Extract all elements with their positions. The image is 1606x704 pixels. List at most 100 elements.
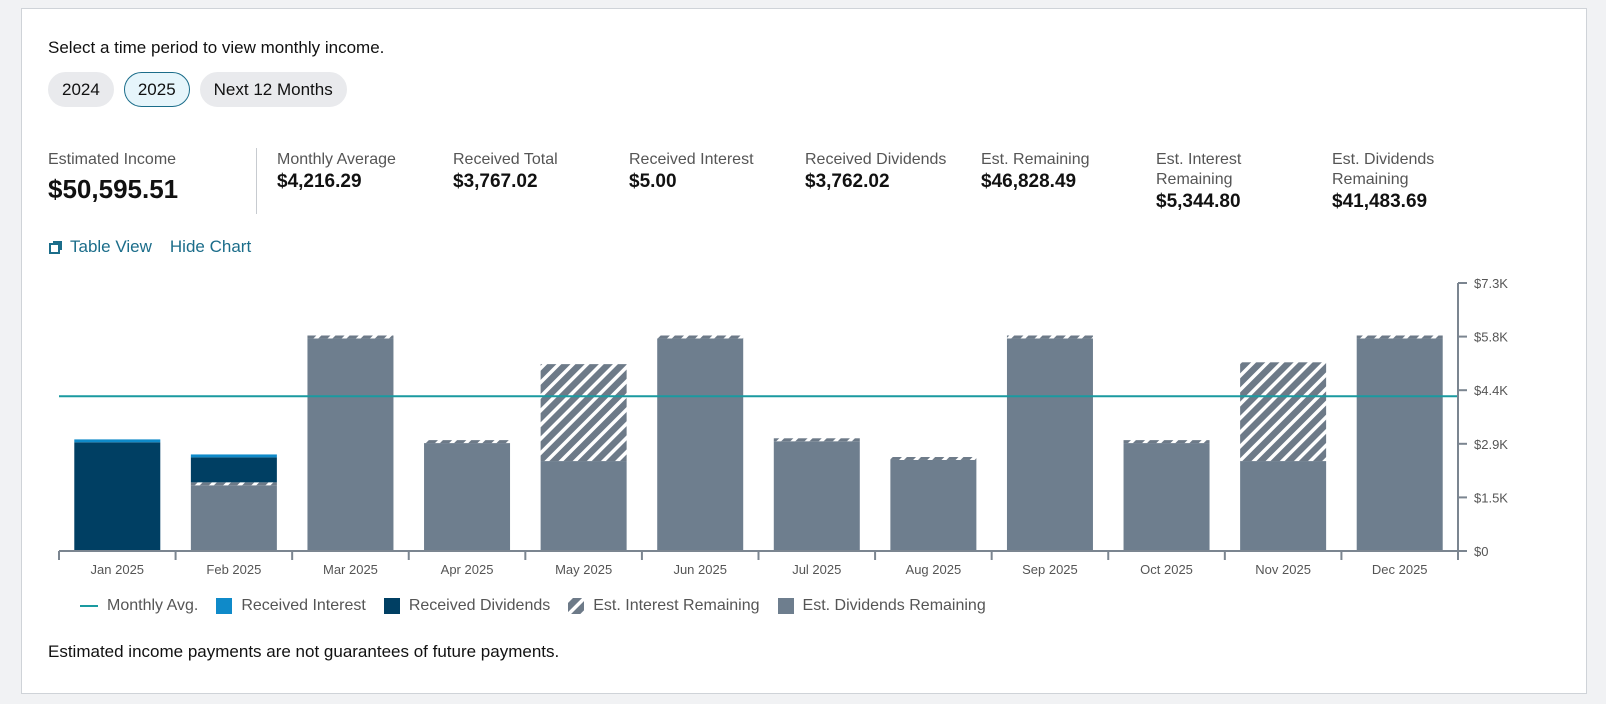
stat-label: Monthly Average: [277, 151, 396, 168]
bar-est-dividends-remaining[interactable]: [1123, 443, 1210, 551]
bar-received-interest[interactable]: [190, 454, 277, 458]
stat-monthly-average: Monthly Average $4,216.29: [277, 150, 396, 193]
stat-est-dividends-remaining: Est. Dividends Remaining $41,483.69: [1332, 150, 1434, 213]
stat-label: Est. Remaining: [981, 151, 1090, 168]
stat-value: $46,828.49: [981, 171, 1077, 192]
period-2025-button[interactable]: 2025: [123, 72, 190, 107]
x-tick-label: Jan 2025: [91, 562, 145, 577]
bars-group: [59, 335, 1458, 551]
stat-label: Received Total: [453, 151, 558, 168]
legend-label: Received Interest: [241, 597, 366, 614]
y-tick-label: $0: [1474, 544, 1488, 559]
stat-received-dividends: Received Dividends $3,762.02: [805, 150, 946, 193]
stat-label-line2: Remaining: [1156, 171, 1233, 188]
bar-est-dividends-remaining[interactable]: [773, 441, 860, 551]
period-prompt: Select a time period to view monthly inc…: [48, 38, 385, 57]
bar-est-dividends-remaining[interactable]: [1240, 461, 1327, 551]
bar-est-dividends-remaining[interactable]: [657, 338, 744, 551]
monthly-income-chart: Jan 2025 Feb 2025 Mar 2025 Apr 2025 May 2025…: [58, 276, 1508, 577]
stat-estimated-income: Estimated Income $50,595.51: [48, 150, 178, 205]
bar-est-interest-remaining[interactable]: [1240, 362, 1327, 462]
bar-est-interest-remaining[interactable]: [890, 457, 977, 460]
bar-est-dividends-remaining[interactable]: [540, 461, 627, 551]
bar-received-dividends[interactable]: [74, 442, 161, 551]
x-tick-label: Dec 2025: [1372, 562, 1428, 577]
x-tick-label: Oct 2025: [1140, 562, 1193, 577]
legend-label: Est. Interest Remaining: [593, 597, 760, 614]
hide-chart-link[interactable]: Hide Chart: [169, 237, 252, 256]
bar-est-dividends-remaining[interactable]: [1356, 338, 1443, 551]
stat-value: $3,767.02: [453, 171, 538, 192]
bar-est-interest-remaining[interactable]: [190, 482, 277, 486]
legend-est-interest-remaining: Est. Interest Remaining: [568, 597, 760, 615]
table-view-icon: [49, 241, 62, 254]
period-next-12-months-button[interactable]: Next 12 Months: [199, 72, 347, 107]
est-interest-remaining-swatch: [568, 598, 585, 614]
x-tick-label: Feb 2025: [206, 562, 261, 577]
legend-monthly-avg: Monthly Avg.: [80, 597, 198, 615]
bar-received-interest[interactable]: [74, 439, 161, 443]
stat-label-line1: Est. Dividends: [1332, 151, 1435, 168]
bar-est-interest-remaining[interactable]: [540, 364, 627, 462]
bar-est-dividends-remaining[interactable]: [890, 459, 977, 551]
legend-label: Monthly Avg.: [107, 597, 199, 614]
stat-label: Estimated Income: [48, 151, 177, 168]
stat-value: $5,344.80: [1156, 191, 1241, 212]
x-tick-label: Sep 2025: [1022, 562, 1078, 577]
stat-received-total: Received Total $3,767.02: [453, 150, 558, 193]
stat-label-line1: Est. Interest: [1156, 151, 1242, 168]
stat-value: $3,762.02: [805, 171, 890, 192]
x-tick-label: Jun 2025: [673, 562, 727, 577]
monthly-avg-swatch: [80, 605, 98, 607]
x-tick-label: Apr 2025: [441, 562, 494, 577]
period-selector: 2024 2025 Next 12 Months: [48, 72, 347, 107]
bar-est-dividends-remaining[interactable]: [190, 485, 277, 551]
stat-est-interest-remaining: Est. Interest Remaining $5,344.80: [1156, 150, 1241, 213]
bar-est-interest-remaining[interactable]: [1356, 335, 1443, 339]
income-card: [21, 8, 1587, 694]
footnote: Estimated income payments are not guaran…: [48, 642, 560, 661]
legend-label: Received Dividends: [408, 597, 551, 614]
bar-est-interest-remaining[interactable]: [424, 440, 511, 444]
stats-divider: [256, 148, 257, 214]
period-2024-button[interactable]: 2024: [48, 72, 114, 107]
bar-est-interest-remaining[interactable]: [773, 438, 860, 442]
legend-est-dividends-remaining: Est. Dividends Remaining: [777, 597, 986, 615]
bar-est-dividends-remaining[interactable]: [307, 338, 394, 551]
bar-est-interest-remaining[interactable]: [307, 335, 394, 339]
legend-received-interest: Received Interest: [216, 597, 366, 615]
chart-legend: Monthly Avg. Received Interest Received …: [80, 597, 1004, 615]
bar-est-interest-remaining[interactable]: [1123, 440, 1210, 444]
x-tick-label: Aug 2025: [906, 562, 962, 577]
stat-value: $41,483.69: [1332, 191, 1428, 212]
x-tick-label: May 2025: [555, 562, 612, 577]
stat-est-remaining: Est. Remaining $46,828.49: [981, 150, 1090, 193]
received-interest-swatch: [216, 598, 233, 614]
stat-label: Received Dividends: [805, 151, 947, 168]
stat-received-interest: Received Interest $5.00: [629, 150, 754, 193]
stat-value: $50,595.51: [48, 174, 179, 204]
y-tick-label: $1.5K: [1474, 490, 1508, 505]
x-tick-label: Jul 2025: [792, 562, 841, 577]
bar-est-dividends-remaining[interactable]: [1006, 338, 1093, 551]
legend-received-dividends: Received Dividends: [383, 597, 551, 615]
chart-links: Table View Hide Chart: [48, 237, 251, 257]
bar-received-dividends[interactable]: [190, 457, 277, 483]
bar-est-interest-remaining[interactable]: [657, 335, 744, 339]
x-tick-label: Mar 2025: [323, 562, 378, 577]
stat-value: $5.00: [629, 171, 677, 192]
bar-est-dividends-remaining[interactable]: [424, 443, 511, 551]
est-dividends-remaining-swatch: [777, 598, 794, 614]
table-view-link[interactable]: Table View: [70, 237, 152, 256]
stat-label-line2: Remaining: [1332, 171, 1409, 188]
bar-est-interest-remaining[interactable]: [1006, 335, 1093, 339]
x-tick-label: Nov 2025: [1255, 562, 1311, 577]
y-tick-label: $5.8K: [1474, 330, 1508, 345]
y-tick-label: $2.9K: [1474, 437, 1508, 452]
legend-label: Est. Dividends Remaining: [802, 597, 986, 614]
stat-value: $4,216.29: [277, 171, 362, 192]
axes-group: Jan 2025 Feb 2025 Mar 2025 Apr 2025 May 2025…: [58, 276, 1508, 577]
y-tick-label: $7.3K: [1474, 276, 1508, 291]
stat-label: Received Interest: [629, 151, 754, 168]
received-dividends-swatch: [383, 598, 400, 614]
